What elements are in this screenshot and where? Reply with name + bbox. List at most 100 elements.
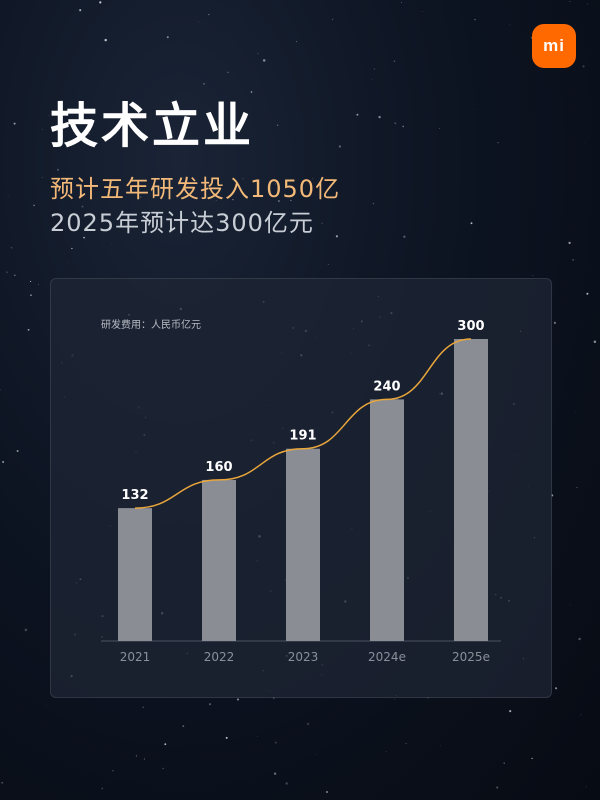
star	[166, 36, 169, 39]
star	[203, 82, 205, 85]
star	[290, 199, 292, 202]
star	[273, 772, 277, 775]
bar-2024e	[370, 399, 404, 641]
category-label-2023: 2023	[288, 650, 319, 664]
chart-panel: 研发费用：人民币亿元 132 2021 160 2022 191 2023 240 2024e…	[50, 278, 552, 698]
chart-unit-note: 研发费用：人民币亿元	[101, 318, 201, 331]
category-label-2021: 2021	[120, 650, 151, 664]
subtitle: 2025年预计达300亿元	[50, 209, 314, 237]
star	[6, 271, 8, 274]
star	[83, 236, 86, 239]
star	[135, 755, 137, 757]
star	[67, 262, 68, 263]
trend-line	[134, 338, 472, 509]
star	[584, 141, 586, 143]
star	[16, 450, 19, 452]
star	[470, 222, 473, 225]
star	[295, 41, 297, 43]
value-label-2023: 191	[289, 429, 316, 444]
star	[585, 786, 587, 788]
star	[48, 114, 50, 116]
star	[182, 725, 185, 727]
star	[242, 177, 244, 180]
star	[2, 460, 5, 464]
bar-2025e	[454, 339, 488, 641]
star	[104, 38, 107, 42]
star	[439, 127, 441, 129]
star	[403, 235, 406, 238]
star	[79, 9, 82, 12]
star	[0, 389, 1, 391]
star	[257, 736, 259, 737]
star	[553, 321, 557, 325]
star	[162, 767, 164, 770]
star	[394, 698, 395, 700]
star	[276, 124, 279, 127]
star	[569, 604, 571, 606]
star	[232, 199, 234, 201]
star	[474, 18, 476, 21]
star	[38, 284, 39, 285]
star	[143, 758, 145, 760]
star	[198, 21, 199, 23]
star	[225, 736, 228, 739]
star	[422, 11, 424, 13]
star	[237, 698, 239, 701]
star	[7, 195, 9, 197]
bar-2021	[118, 508, 152, 641]
star	[378, 115, 381, 119]
star	[393, 60, 396, 63]
star	[316, 754, 318, 755]
star	[587, 3, 588, 5]
star	[175, 98, 177, 100]
star	[496, 786, 499, 789]
value-label-2022: 160	[205, 460, 232, 475]
star	[497, 142, 499, 144]
page-title: 技术立业	[50, 98, 255, 154]
star	[326, 791, 328, 793]
star	[285, 782, 288, 785]
star	[578, 637, 581, 641]
star	[277, 200, 280, 203]
star	[140, 196, 142, 198]
star	[164, 743, 167, 746]
star	[306, 722, 310, 726]
star	[373, 68, 376, 70]
star	[356, 113, 359, 116]
star	[13, 122, 16, 125]
star	[80, 178, 83, 180]
star	[42, 128, 43, 130]
category-label-2025e: 2025e	[452, 650, 490, 664]
star	[593, 340, 597, 343]
bar-2023	[286, 448, 320, 641]
star	[208, 14, 210, 16]
star	[88, 133, 90, 135]
star	[531, 757, 533, 760]
star	[101, 787, 103, 790]
star	[257, 53, 259, 55]
star	[208, 703, 212, 706]
star	[555, 687, 558, 690]
star	[509, 710, 512, 713]
star	[394, 122, 397, 125]
star	[142, 706, 144, 709]
star	[576, 486, 578, 488]
star	[274, 183, 276, 185]
star	[580, 714, 582, 716]
star	[1, 781, 4, 784]
mi-logo: mi	[532, 24, 576, 68]
value-label-2025e: 300	[457, 319, 484, 334]
star	[572, 259, 574, 261]
star	[568, 241, 571, 245]
star	[99, 1, 102, 4]
star	[385, 751, 387, 752]
star	[569, 0, 571, 3]
star	[46, 704, 47, 706]
star	[262, 59, 266, 62]
star	[274, 741, 277, 744]
subtitle-highlight: 预计五年研发投入1050亿	[50, 175, 341, 203]
star	[338, 145, 342, 148]
star	[250, 91, 253, 93]
star	[56, 168, 60, 171]
star	[582, 65, 585, 68]
